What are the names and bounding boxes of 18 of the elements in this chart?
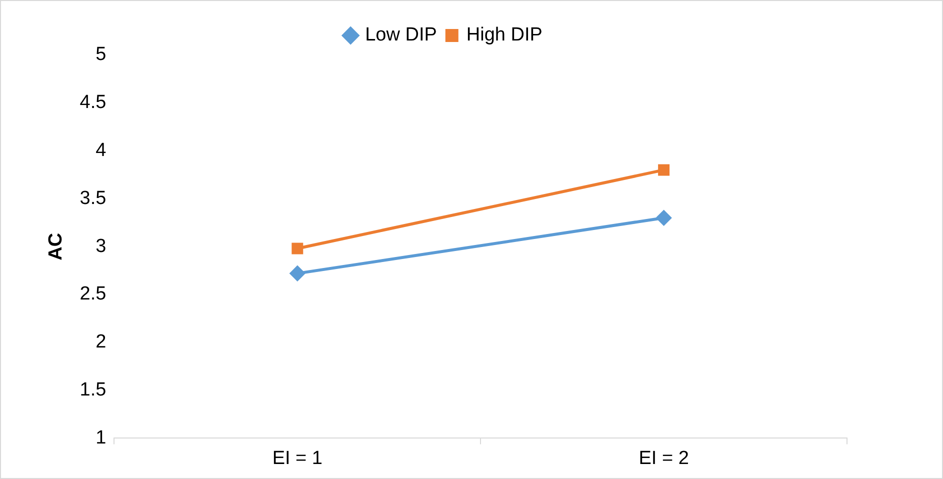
legend-label: High DIP xyxy=(466,24,542,46)
legend-label: Low DIP xyxy=(365,24,437,46)
y-tick-label: 1.5 xyxy=(80,380,106,401)
y-tick-label: 3.5 xyxy=(80,188,106,209)
point xyxy=(656,210,672,226)
y-tick-label: 2.5 xyxy=(80,284,106,305)
y-tick-label: 2 xyxy=(96,332,106,353)
y-tick-label: 4 xyxy=(96,140,107,162)
y-tick-label: 4.5 xyxy=(80,92,106,114)
y-axis-title: AC xyxy=(46,232,67,260)
x-tick-label: EI = 2 xyxy=(638,448,689,469)
point xyxy=(658,164,670,176)
y-tick-label: 3 xyxy=(96,236,106,257)
x-tick-label: EI = 1 xyxy=(272,448,322,469)
point xyxy=(290,266,305,281)
y-tick-label: 1 xyxy=(96,427,106,448)
y-tick-label: 5 xyxy=(96,44,106,66)
point xyxy=(292,242,304,254)
